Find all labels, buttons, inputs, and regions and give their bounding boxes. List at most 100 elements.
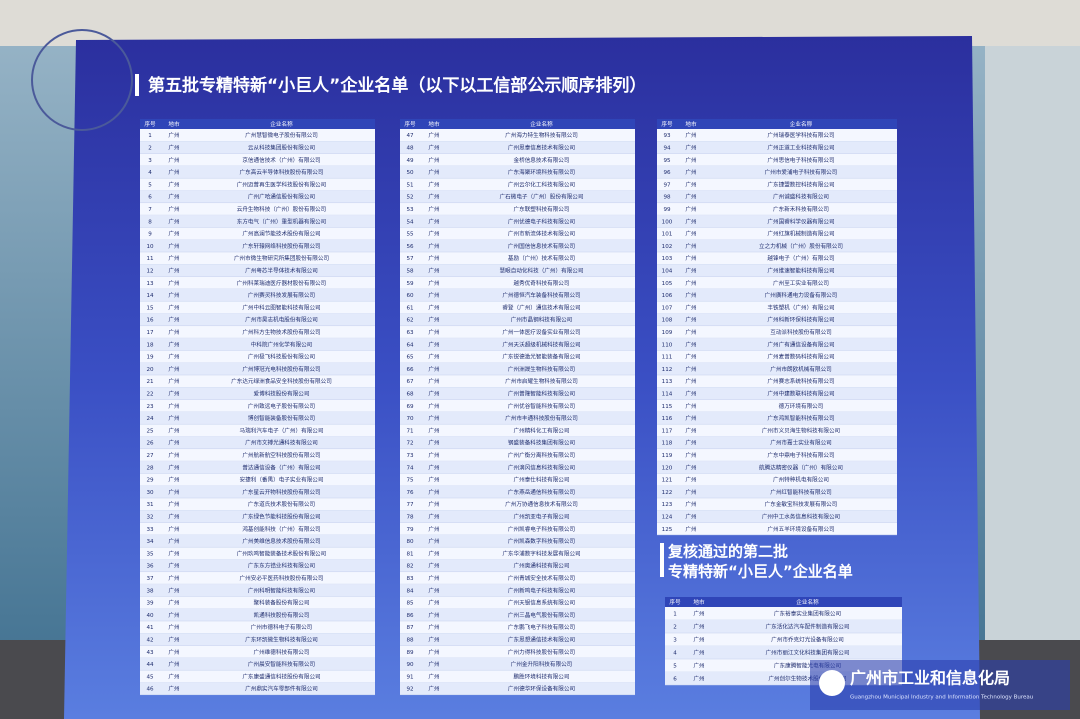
table-cell: 广州鼎实汽车零部件有限公司 — [245, 685, 318, 693]
row-stripe — [665, 620, 902, 633]
table-cell: 广州普隆智能科技有限公司 — [508, 389, 575, 397]
table-cell: 广州 — [685, 512, 696, 520]
header-cell: 序号 — [669, 598, 681, 606]
table-cell: 广州 — [168, 476, 179, 484]
table-cell: 广州精科化工有限公司 — [514, 426, 570, 434]
table-cell: 广州 — [168, 574, 179, 582]
table-cell: 广州 — [428, 340, 439, 348]
row-stripe — [400, 387, 635, 400]
table-cell: 广州 — [428, 586, 439, 594]
table-cell: 广州 — [428, 488, 439, 496]
table-cell: 57 — [406, 256, 414, 262]
table-cell: 广东道氏技术股份有限公司 — [248, 500, 315, 508]
table-cell: 48 — [406, 145, 414, 151]
title-bar — [135, 74, 139, 96]
table-cell: 4 — [673, 651, 677, 657]
table-cell: 49 — [406, 158, 414, 164]
row-stripe — [140, 510, 375, 523]
table-cell: 广州迈普再生医学科技股份有限公司 — [237, 180, 327, 188]
table-cell: 广州奥通科技有限公司 — [514, 562, 570, 570]
table-cell: 108 — [662, 318, 673, 324]
row-stripe — [400, 239, 635, 252]
table-cell: 111 — [662, 355, 673, 361]
table-cell: 广州天沃超级机械科技有限公司 — [502, 340, 580, 348]
table-cell: 117 — [662, 428, 673, 434]
table-cell: 广州 — [168, 451, 179, 459]
table-cell: 55 — [406, 232, 414, 238]
table-cell: 77 — [406, 502, 414, 508]
table-cell: 广州 — [168, 328, 179, 336]
table-cell: 广州 — [685, 463, 696, 471]
table-cell: 103 — [662, 256, 673, 262]
table-cell: 广州 — [168, 266, 179, 274]
row-stripe — [400, 288, 635, 302]
table-cell: 广州 — [685, 279, 696, 287]
row-stripe — [140, 657, 375, 671]
table-cell: 广州一体医疗设备实业有限公司 — [502, 328, 580, 336]
table-cell: 广州 — [685, 205, 696, 213]
table-cell: 广州 — [685, 143, 696, 151]
table-cell: 广州优德电子科技有限公司 — [508, 217, 575, 225]
row-stripe — [140, 608, 375, 621]
table-cell: 广州 — [685, 476, 696, 484]
table-cell: 鹏胜环境科技有限公司 — [514, 672, 570, 680]
table-cell: 广州 — [428, 414, 439, 422]
row-stripe — [657, 141, 897, 154]
table-cell: 广州高澜节能技术股份有限公司 — [242, 230, 320, 238]
table-cell: 广州 — [168, 512, 179, 520]
board-title: 第五批专精特新“小巨人”企业名单（以下以工信部公示顺序排列） — [148, 75, 646, 96]
table-cell: 广州 — [428, 303, 439, 311]
table-cell: 广东绿色节能科技股份有限公司 — [242, 512, 320, 520]
table-cell: 91 — [406, 674, 414, 680]
logo-english: Guangzhou Municipal Industry and Informa… — [850, 695, 1033, 701]
table-cell: 124 — [662, 514, 673, 520]
table-cell: 广东达元绿洲食品安全科技股份有限公司 — [231, 377, 332, 385]
table-cell: 云从科技集团股份有限公司 — [248, 143, 315, 151]
table-cell: 广州广有通信设备有限公司 — [767, 340, 834, 348]
table-cell: 广州 — [428, 291, 439, 299]
table-cell: 广州创尔生物技术股份有限公司 — [768, 675, 846, 683]
table-cell: 广州 — [168, 635, 179, 643]
table-cell: 广州国睿科学仪器有限公司 — [767, 217, 834, 225]
table-cell: 广州 — [168, 180, 179, 188]
table-cell: 广东轩辕网络科技股份有限公司 — [242, 242, 320, 250]
header-cell: 地市 — [428, 120, 440, 128]
header-cell: 地市 — [693, 598, 705, 606]
subtitle-bar — [660, 543, 664, 577]
table-cell: 广州中建数联科技有限公司 — [767, 389, 834, 397]
table-cell: 广州 — [168, 672, 179, 680]
table-cell: 广州广衡分离科技有限公司 — [508, 451, 575, 459]
table-cell: 广州玖鸣智能装备技术股份有限公司 — [237, 549, 327, 557]
table-cell: 广州 — [168, 168, 179, 176]
row-stripe — [400, 338, 635, 351]
table-cell: 广州市德科电子有限公司 — [251, 623, 313, 631]
table-cell: 广东华浦数字科技发展有限公司 — [502, 549, 580, 557]
table-cell: 互动派科技股份有限公司 — [770, 328, 832, 336]
table-cell: 广州 — [693, 636, 704, 644]
header-cell: 地市 — [168, 120, 180, 128]
table-cell: 广州 — [168, 586, 179, 594]
table-cell: 广州广哈通信股份有限公司 — [248, 193, 315, 201]
table-cell: 广州 — [428, 168, 439, 176]
table-cell: 广州凯睿电子科技有限公司 — [508, 525, 575, 533]
table-cell: 广州 — [685, 131, 696, 139]
table-cell: 广州 — [428, 500, 439, 508]
row-stripe — [400, 141, 635, 154]
table-cell: 广州 — [685, 230, 696, 238]
table-cell: 广州 — [168, 488, 179, 496]
row-stripe — [400, 682, 635, 695]
header-cell: 企业名称 — [796, 598, 819, 606]
table-cell: 106 — [662, 293, 673, 299]
table-cell: 18 — [146, 342, 154, 348]
table-cell: 9 — [148, 232, 152, 238]
row-stripe — [400, 313, 635, 326]
table-cell: 广州力得科技股份有限公司 — [508, 648, 575, 656]
table-cell: 广州麦普数码科技有限公司 — [767, 353, 834, 361]
table-header — [400, 119, 635, 129]
table-cell: 广州德恒汽车装备科技有限公司 — [502, 291, 580, 299]
table-cell: 67 — [406, 379, 414, 385]
table-cell: 广州安必平医药科技股份有限公司 — [240, 574, 324, 582]
row-stripe — [657, 264, 897, 277]
table-cell: 76 — [406, 490, 414, 496]
